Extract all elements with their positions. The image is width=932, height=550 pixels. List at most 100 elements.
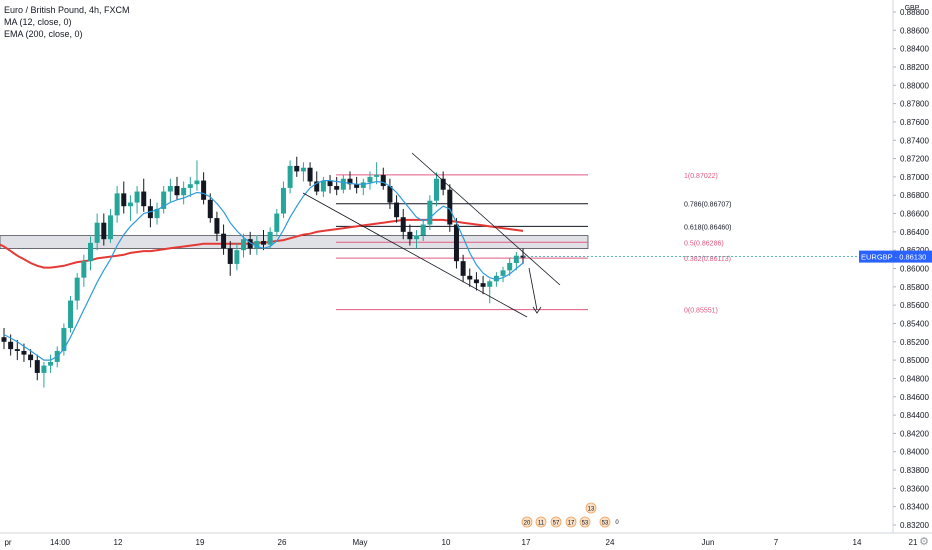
projection-arrow-icon [532,306,542,314]
price-tick-label: 0.88800 [900,8,929,17]
time-tick-label: 21 [909,538,918,547]
candle-body [221,233,227,249]
ema-indicator-label[interactable]: EMA (200, close, 0) [4,29,83,39]
candle-body [320,180,326,192]
chart-legend: Euro / British Pound, 4h, FXCM MA (12, c… [4,4,130,40]
candle-body [261,241,266,245]
economic-event-icon [535,516,547,528]
lower-trendline [302,192,528,318]
current-price-badge [859,250,932,263]
time-tick-label: 12 [114,538,123,547]
price-tick-label: 0.85200 [900,338,929,347]
candle-body [141,191,147,207]
candle-body [407,231,413,240]
price-tick-label: 0.88000 [900,81,929,90]
candle-body [181,187,187,196]
economic-event-icon [585,502,597,514]
price-tick-label: 0.87000 [900,173,929,182]
candle-body [34,360,40,373]
candle-body [440,178,446,190]
candle-body [434,178,439,201]
fib-level-label: 0.382(0.86113) [684,256,731,263]
candle-body [460,261,466,276]
candle-body [21,350,27,355]
price-tick-label: 0.87400 [900,136,929,145]
candle-body [307,167,313,182]
time-tick-label: 19 [196,538,205,547]
settings-gear-icon[interactable]: ⚙ [919,536,929,548]
price-tick-label: 0.86800 [900,191,929,200]
price-tick-label: 0.88200 [900,63,929,72]
price-tick-label: 0.85000 [900,356,929,365]
candle-body [453,224,459,262]
projection-arrow-line [528,267,538,311]
fib-level-label: 0(0.85551) [684,308,718,315]
time-tick-label: 7 [774,538,779,547]
fib-level-label: 1(0.87022) [684,173,718,180]
economic-event-label: 13 [588,507,595,513]
candle-body [513,255,519,264]
candle-body [187,184,193,188]
candle-body [88,242,93,262]
economic-event-icon [599,516,611,528]
candle-body [48,361,54,366]
candle-body [28,354,34,361]
fib-level-label: 0.5(0.86286) [684,240,724,247]
economic-event-label: 57 [553,521,560,527]
ma-12-line [3,180,524,361]
price-tick-label: 0.85600 [900,301,929,310]
time-tick-label: 17 [522,538,531,547]
candle-body [347,178,353,185]
candle-body [507,263,513,271]
price-tick-label: 0.85400 [900,319,929,328]
candle-body [374,175,380,177]
candle-body [154,208,160,219]
candle-body [254,241,260,249]
candle-body [287,165,293,188]
price-tick-label: 0.88600 [900,26,929,35]
candle-body [473,279,479,284]
candle-body [8,341,14,350]
economic-event-icon [521,516,533,528]
candle-body [267,231,273,245]
candle-body [14,349,20,351]
time-tick-label: 14 [853,538,862,547]
candle-body [167,186,173,192]
candle-body [161,191,167,209]
economic-event-label: 53 [582,521,589,527]
candle-body [41,365,47,373]
time-tick-label: 24 [606,538,615,547]
economic-event-label: 17 [568,521,575,527]
candle-body [487,281,493,287]
fib-level-label: 0.618(0.86460) [684,224,731,231]
candle-body [94,222,100,243]
price-tick-label: 0.85800 [900,283,929,292]
candle-body [107,215,113,240]
candle-body [354,184,360,188]
currency-label: GBP [905,5,920,12]
economic-event-label: 53 [602,521,609,527]
price-tick-label: 0.83200 [900,521,929,530]
price-tick-label: 0.84200 [900,429,929,438]
symbol-title[interactable]: Euro / British Pound, 4h, FXCM [4,5,130,15]
candle-body [241,239,247,251]
price-tick-label: 0.88400 [900,45,929,54]
candle-body [1,337,7,342]
price-tick-label: 0.87600 [900,118,929,127]
candle-body [400,217,406,232]
ma-indicator-label[interactable]: MA (12, close, 0) [4,17,72,27]
time-tick-label: 14:00 [50,538,71,547]
candle-body [480,283,486,287]
candle-body [247,239,253,249]
upper-trendline [411,152,561,286]
time-tick-label: Jun [702,538,715,547]
price-tick-label: 0.84000 [900,448,929,457]
current-price-text: EURGBP · 0.86130 [861,253,926,262]
candle-body [414,235,420,240]
economic-event-label: 0 [615,520,619,526]
candle-body [134,191,140,203]
candle-body [207,199,213,219]
candle-body [500,270,506,276]
economic-event-icon [565,516,577,528]
